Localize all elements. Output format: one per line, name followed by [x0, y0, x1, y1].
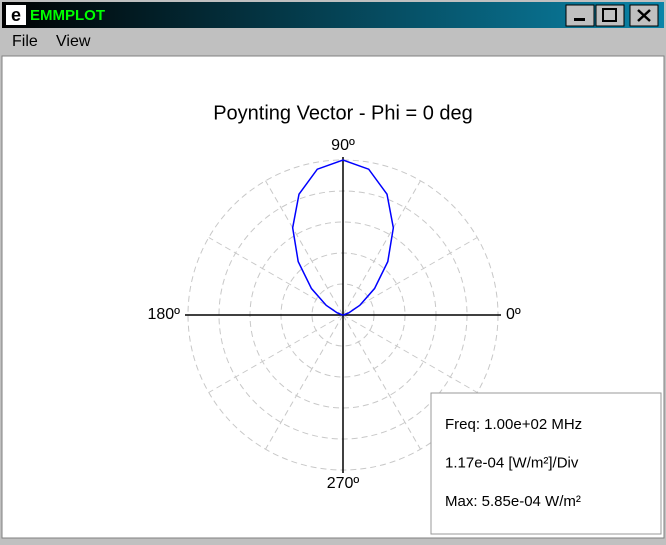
grid-spoke — [342, 237, 478, 316]
angle-label: 0º — [506, 306, 521, 323]
app-icon-glyph: e — [11, 5, 21, 25]
minimize-button[interactable] — [565, 4, 595, 27]
grid-spoke — [208, 314, 344, 393]
info-box — [430, 392, 662, 535]
window-title: EMMPLOT — [30, 7, 105, 24]
window-buttons — [565, 4, 659, 27]
app-icon — [6, 5, 26, 25]
title-bar — [2, 2, 664, 28]
info-text: 1.17e-04 [W/m²]/Div — [445, 454, 579, 471]
grid-spoke — [342, 314, 421, 450]
grid-spoke — [342, 180, 421, 316]
menu-view[interactable]: View — [56, 33, 91, 50]
minimize-glyph — [574, 18, 585, 21]
info-text: Freq: 1.00e+02 MHz — [445, 416, 582, 433]
grid-spoke — [265, 180, 344, 316]
maximize-glyph — [602, 8, 617, 22]
grid-spoke — [265, 314, 344, 450]
grid-spoke — [342, 314, 478, 393]
menu-file[interactable]: File — [12, 33, 38, 50]
grid-spoke — [208, 237, 344, 316]
angle-label: 270º — [327, 475, 360, 492]
info-text: Max: 5.85e-04 W/m² — [445, 493, 581, 510]
pattern-line — [291, 159, 395, 316]
close-glyph — [637, 9, 651, 22]
angle-label: 180º — [147, 306, 180, 323]
chart-title: Poynting Vector - Phi = 0 deg — [213, 102, 473, 124]
angle-label: 90º — [331, 137, 355, 154]
